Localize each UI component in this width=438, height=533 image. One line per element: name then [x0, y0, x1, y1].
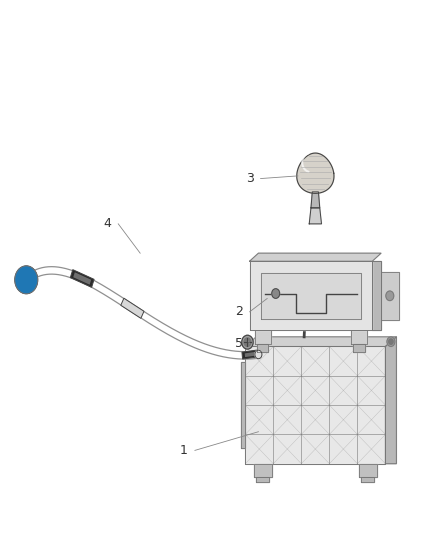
Polygon shape: [245, 352, 256, 357]
Polygon shape: [71, 270, 94, 287]
Circle shape: [244, 338, 251, 346]
Polygon shape: [361, 477, 374, 482]
Polygon shape: [255, 330, 271, 344]
Polygon shape: [257, 344, 268, 352]
Polygon shape: [351, 330, 367, 344]
Polygon shape: [245, 346, 385, 464]
Text: 5: 5: [235, 337, 243, 350]
Circle shape: [259, 337, 267, 346]
Polygon shape: [297, 153, 334, 193]
Circle shape: [15, 266, 38, 294]
Circle shape: [386, 291, 394, 301]
Polygon shape: [245, 337, 396, 346]
Polygon shape: [250, 261, 372, 330]
Circle shape: [261, 339, 265, 344]
Polygon shape: [121, 298, 144, 318]
Text: 1: 1: [180, 444, 188, 457]
Circle shape: [242, 335, 253, 349]
Text: 3: 3: [246, 172, 254, 185]
Polygon shape: [261, 273, 361, 319]
Polygon shape: [254, 464, 272, 477]
Circle shape: [389, 339, 393, 344]
Circle shape: [272, 289, 279, 298]
Circle shape: [18, 270, 34, 289]
Polygon shape: [309, 208, 321, 224]
Polygon shape: [250, 253, 381, 261]
Polygon shape: [256, 477, 269, 482]
Polygon shape: [311, 192, 320, 208]
Polygon shape: [353, 344, 365, 352]
Polygon shape: [241, 362, 245, 448]
Text: 2: 2: [235, 305, 243, 318]
Polygon shape: [381, 272, 399, 320]
Circle shape: [15, 266, 38, 294]
Polygon shape: [359, 464, 377, 477]
Circle shape: [255, 350, 262, 359]
Polygon shape: [372, 261, 381, 330]
Polygon shape: [385, 337, 396, 464]
Circle shape: [22, 275, 30, 285]
Circle shape: [387, 337, 395, 346]
Polygon shape: [73, 272, 91, 285]
Text: 4: 4: [103, 217, 111, 230]
Polygon shape: [242, 350, 259, 359]
